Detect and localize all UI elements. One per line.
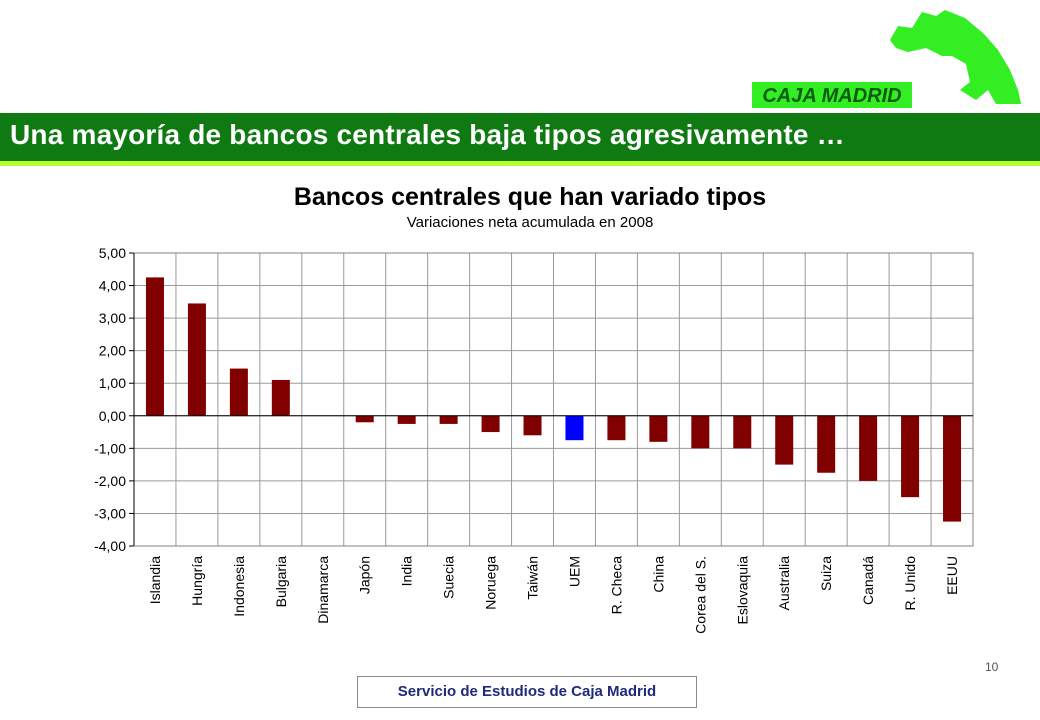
bear-icon	[890, 10, 1021, 104]
bar-uem	[565, 415, 584, 441]
x-tick-label: EEUU	[944, 556, 960, 595]
x-tick-label: UEM	[566, 556, 582, 587]
bar-r-unido	[901, 415, 920, 498]
bar-islandia	[145, 277, 164, 416]
bar-canadá	[859, 415, 878, 481]
bar-corea-del-s-	[691, 415, 710, 449]
bar-taiwán	[523, 415, 542, 436]
chart-subtitle: Variaciones neta acumulada en 2008	[406, 214, 654, 231]
footer-label: Servicio de Estudios de Caja Madrid	[357, 676, 697, 708]
bar-layer	[145, 277, 962, 522]
y-tick-label: -4,00	[94, 538, 126, 554]
x-tick-label: Suecia	[441, 556, 457, 599]
page-number: 10	[985, 660, 999, 674]
x-tick-label: R. Unido	[902, 556, 918, 611]
bar-china	[649, 415, 668, 442]
x-tick-label: Islandia	[147, 556, 163, 604]
title-banner-stripe	[0, 161, 1040, 166]
y-tick-label: 3,00	[99, 310, 126, 326]
bar-eeuu	[943, 415, 962, 522]
x-tick-label: Canadá	[860, 556, 876, 605]
y-tick-label: 2,00	[99, 343, 126, 359]
label-layer: -4,00 -3,00 -2,00 -1,00 0,00 1,00 2,00 3,00 4,00…	[94, 245, 960, 634]
bar-japón	[355, 415, 374, 423]
bar-indonesia	[229, 368, 248, 416]
x-tick-label: Hungría	[189, 556, 205, 606]
bar-hungría	[187, 303, 206, 416]
title-banner	[0, 113, 1040, 161]
y-tick-label: -1,00	[94, 440, 126, 456]
bar-r-checa	[607, 415, 626, 441]
x-tick-label: Corea del S.	[692, 556, 708, 634]
chart-title: Bancos centrales que han variado tipos	[293, 183, 767, 211]
bar-eslovaquia	[733, 415, 752, 449]
bar-noruega	[481, 415, 500, 433]
y-tick-label: -2,00	[94, 473, 126, 489]
grid-layer	[133, 252, 974, 547]
y-tick-label: 1,00	[99, 375, 126, 391]
caja-madrid-logo: CAJA MADRID	[752, 10, 1021, 108]
y-tick-label: 5,00	[99, 245, 126, 261]
x-tick-label: Dinamarca	[315, 556, 331, 624]
axis-layer	[129, 252, 974, 547]
y-tick-label: 4,00	[99, 278, 126, 294]
x-tick-label: China	[650, 556, 666, 593]
x-tick-label: India	[399, 556, 415, 587]
x-tick-label: Indonesia	[231, 556, 247, 617]
x-tick-label: Japón	[357, 556, 373, 594]
x-tick-label: Suiza	[818, 556, 834, 591]
bar-chart: -4,00 -3,00 -2,00 -1,00 0,00 1,00 2,00 3,00 4,00…	[94, 245, 974, 634]
bar-suecia	[439, 415, 458, 424]
bar-india	[397, 415, 416, 424]
logo-text: CAJA MADRID	[762, 85, 901, 107]
bar-suiza	[817, 415, 836, 473]
y-tick-label: 0,00	[99, 408, 126, 424]
bar-bulgaria	[271, 379, 290, 416]
x-tick-label: Bulgaria	[273, 556, 289, 608]
page-title: Una mayoría de bancos centrales baja tip…	[10, 119, 845, 150]
x-tick-label: Eslovaquia	[734, 556, 750, 625]
bar-australia	[775, 415, 794, 465]
y-tick-label: -3,00	[94, 505, 126, 521]
x-tick-label: Noruega	[483, 556, 499, 610]
x-tick-label: R. Checa	[608, 556, 624, 615]
x-tick-label: Australia	[776, 556, 792, 611]
x-tick-label: Taiwán	[525, 556, 541, 600]
